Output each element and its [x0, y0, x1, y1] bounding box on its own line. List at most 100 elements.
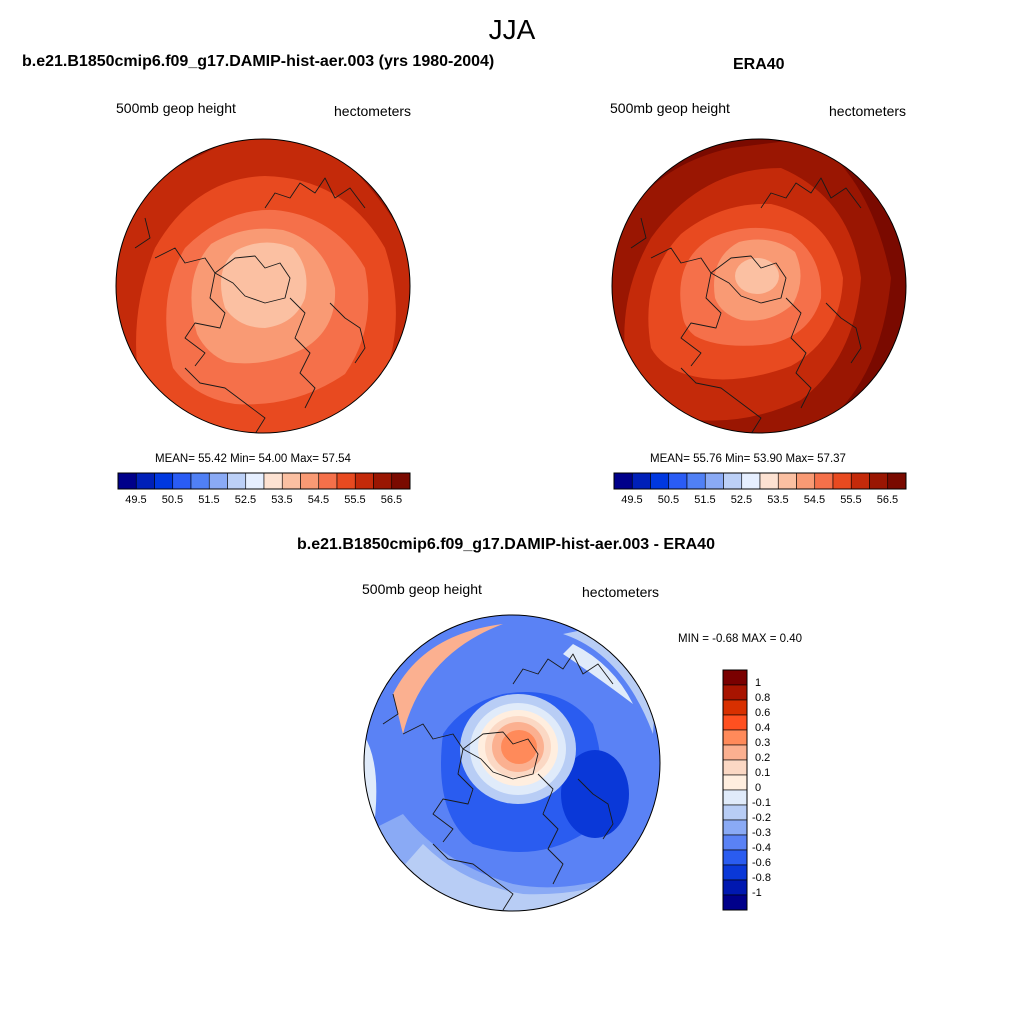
colorbar-cell — [814, 472, 834, 490]
colorbar-tick-label: 53.5 — [271, 494, 293, 506]
figure-title: JJA — [488, 14, 536, 45]
colorbar-cell — [722, 669, 748, 686]
colorbar-tick-label: 54.5 — [307, 494, 330, 506]
colorbar-cell — [722, 789, 748, 806]
model-map — [115, 138, 411, 434]
model-stats: MEAN= 55.42 Min= 54.00 Max= 57.54 — [155, 453, 351, 465]
colorbar-cell — [741, 472, 761, 490]
colorbar-cell — [722, 849, 748, 866]
colorbar-cell — [135, 472, 155, 490]
colorbar-cell — [190, 472, 210, 490]
colorbar-tick-label: -0.1 — [752, 797, 771, 809]
colorbar-cell — [722, 819, 748, 836]
colorbar-cell — [722, 759, 748, 776]
colorbar-tick-label: 51.5 — [198, 494, 220, 506]
obs-map — [611, 138, 907, 434]
colorbar-cell — [208, 472, 228, 490]
colorbar-cell — [373, 472, 393, 490]
colorbar-tick-label: 1 — [755, 677, 762, 689]
colorbar-tick-label: 56.5 — [876, 494, 899, 506]
colorbar-cell — [722, 804, 748, 821]
colorbar-tick-label: 55.5 — [344, 494, 366, 506]
colorbar-cell — [850, 472, 870, 490]
diff-coastlines — [382, 653, 614, 911]
obs-units-label: hectometers — [829, 103, 907, 119]
colorbar-tick-label: 0.2 — [755, 752, 771, 764]
colorbar-tick-label: 56.5 — [380, 494, 403, 506]
colorbar-cell — [722, 894, 748, 911]
colorbar-cell — [722, 864, 748, 881]
colorbar-tick-label: 0.3 — [755, 737, 771, 749]
colorbar-cell — [172, 472, 192, 490]
colorbar-cell — [777, 472, 797, 490]
colorbar-tick-label: 49.5 — [125, 494, 147, 506]
diff-stats: MIN = -0.68 MAX = 0.40 — [678, 633, 803, 645]
colorbar-tick-label: 0.4 — [755, 722, 771, 734]
colorbar-cell — [723, 472, 743, 490]
colorbar-tick-label: 52.5 — [730, 494, 753, 506]
colorbar-cell — [245, 472, 265, 490]
colorbar-cell — [869, 472, 889, 490]
colorbar-tick-label: -0.3 — [752, 827, 771, 839]
colorbar-tick-label: -1 — [752, 887, 762, 899]
obs-stats: MEAN= 55.76 Min= 53.90 Max= 57.37 — [650, 453, 846, 465]
colorbar-cell — [759, 472, 779, 490]
colorbar-cell — [227, 472, 247, 490]
colorbar-cell — [391, 472, 411, 490]
colorbar-tick-label: 0 — [755, 782, 762, 794]
colorbar-cell — [832, 472, 852, 490]
colorbar-cell — [887, 472, 907, 490]
colorbar-cell — [722, 699, 748, 716]
colorbar-cell — [336, 472, 356, 490]
colorbar-tick-label: 0.6 — [755, 707, 771, 719]
colorbar-cell — [722, 879, 748, 896]
colorbar-tick-label: 49.5 — [621, 494, 643, 506]
colorbar-cell — [154, 472, 174, 490]
diff-variable-label: 500mb geop height — [362, 581, 482, 597]
colorbar-tick-label: 50.5 — [161, 494, 184, 506]
obs-colorbar — [613, 472, 907, 490]
colorbar-tick-label: 53.5 — [767, 494, 789, 506]
colorbar-cell — [722, 774, 748, 791]
colorbar-tick-label: 55.5 — [840, 494, 862, 506]
colorbar-tick-label: 54.5 — [803, 494, 826, 506]
colorbar-cell — [722, 744, 748, 761]
diff-map — [363, 614, 661, 912]
colorbar-cell — [704, 472, 724, 490]
colorbar-cell — [722, 714, 748, 731]
model-coastlines — [134, 177, 366, 433]
colorbar-tick-label: -0.6 — [752, 857, 771, 869]
colorbar-cell — [117, 472, 137, 490]
colorbar-cell — [631, 472, 651, 490]
model-variable-label: 500mb geop height — [116, 100, 236, 116]
diff-panel-title: b.e21.B1850cmip6.f09_g17.DAMIP-hist-aer.… — [297, 536, 715, 553]
colorbar-cell — [722, 684, 748, 701]
model-units-label: hectometers — [334, 103, 412, 119]
colorbar-cell — [318, 472, 338, 490]
colorbar-cell — [650, 472, 670, 490]
colorbar-cell — [796, 472, 816, 490]
colorbar-tick-label: -0.4 — [752, 842, 771, 854]
colorbar-tick-label: -0.2 — [752, 812, 771, 824]
colorbar-cell — [722, 729, 748, 746]
colorbar-cell — [300, 472, 320, 490]
colorbar-cell — [281, 472, 301, 490]
colorbar-tick-label: -0.8 — [752, 872, 771, 884]
colorbar-cell — [263, 472, 283, 490]
diff-units-label: hectometers — [582, 584, 660, 600]
obs-panel-title: ERA40 — [733, 56, 785, 73]
obs-coastlines — [630, 177, 862, 433]
colorbar-tick-label: 0.8 — [755, 692, 771, 704]
colorbar-tick-label: 51.5 — [694, 494, 716, 506]
colorbar-tick-label: 50.5 — [657, 494, 680, 506]
model-colorbar — [117, 472, 411, 490]
colorbar-cell — [354, 472, 374, 490]
colorbar-tick-label: 0.1 — [755, 767, 771, 779]
colorbar-cell — [668, 472, 688, 490]
colorbar-tick-label: 52.5 — [234, 494, 257, 506]
diff-colorbar — [722, 669, 748, 911]
colorbar-cell — [613, 472, 633, 490]
model-panel-title: b.e21.B1850cmip6.f09_g17.DAMIP-hist-aer.… — [22, 53, 495, 70]
colorbar-cell — [686, 472, 706, 490]
obs-variable-label: 500mb geop height — [610, 100, 730, 116]
